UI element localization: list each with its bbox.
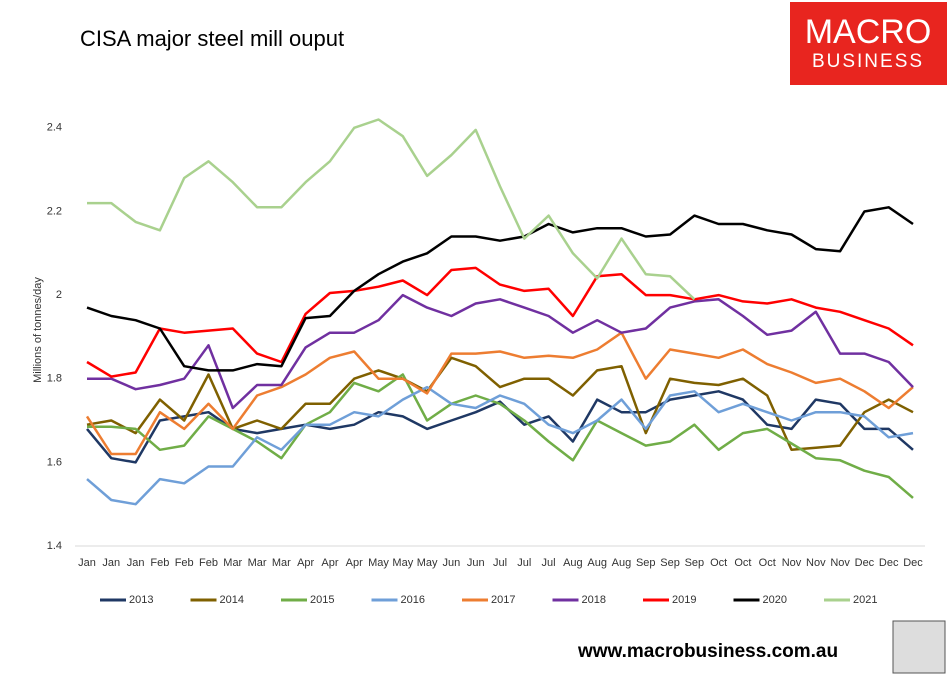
series-line [87, 118, 696, 301]
x-tick-label: May [368, 557, 389, 569]
y-axis-label: Millions of tonnes/day [32, 277, 44, 383]
x-tick-label: Dec [855, 557, 875, 569]
x-tick-label: Aug [563, 557, 583, 569]
series-line [86, 266, 914, 378]
series-line [86, 385, 914, 506]
x-tick-label: Jul [517, 557, 531, 569]
legend-label: 2016 [401, 594, 425, 606]
x-tick-label: Sep [660, 557, 680, 569]
x-tick-label: Jan [102, 557, 120, 569]
x-tick-label: Jul [542, 557, 556, 569]
legend-label: 2021 [853, 594, 877, 606]
footer: www.macrobusiness.com.au [577, 641, 838, 662]
x-tick-label: Jun [467, 557, 485, 569]
x-tick-label: Dec [903, 557, 923, 569]
legend-label: 2013 [129, 594, 153, 606]
series-line [86, 356, 914, 452]
x-tick-label: Mar [223, 557, 242, 569]
x-tick-label: Apr [321, 557, 338, 569]
y-tick-label: 2.2 [47, 205, 62, 217]
legend-label: 2014 [220, 594, 244, 606]
x-tick-label: Apr [297, 557, 314, 569]
legend-label: 2015 [310, 594, 334, 606]
series-line [87, 373, 914, 499]
fox-icon [892, 620, 946, 674]
chart-title: CISA major steel mill ouput [80, 26, 344, 51]
x-tick-label: Oct [759, 557, 776, 569]
x-tick-label: Apr [346, 557, 363, 569]
y-tick-label: 1.6 [47, 456, 62, 468]
x-tick-label: Nov [830, 557, 850, 569]
legend-label: 2019 [672, 594, 696, 606]
x-tick-label: Dec [879, 557, 899, 569]
y-tick-label: 1.8 [47, 373, 62, 385]
x-tick-label: Aug [587, 557, 607, 569]
y-tick-label: 1.4 [47, 540, 62, 552]
x-tick-label: Feb [150, 557, 169, 569]
y-tick-label: 2 [56, 289, 62, 301]
x-tick-label: Oct [710, 557, 727, 569]
y-tick-label: 2.4 [47, 122, 62, 134]
x-tick-label: Jun [443, 557, 461, 569]
legend-label: 2018 [582, 594, 606, 606]
x-tick-label: Mar [248, 557, 267, 569]
legend-label: 2017 [491, 594, 515, 606]
x-tick-label: Jul [493, 557, 507, 569]
series-line [87, 293, 914, 410]
legend-label: 2020 [763, 594, 787, 606]
logo-text: BUSINESS [812, 51, 924, 72]
x-tick-label: May [392, 557, 413, 569]
x-tick-label: Sep [636, 557, 656, 569]
x-tick-label: Oct [734, 557, 751, 569]
x-tick-label: May [417, 557, 438, 569]
x-tick-label: Mar [272, 557, 291, 569]
series-line [86, 206, 914, 372]
series-line [85, 331, 914, 456]
logo-text: MACRO [805, 13, 932, 51]
x-tick-label: Nov [782, 557, 802, 569]
x-tick-label: Feb [199, 557, 218, 569]
x-tick-label: Jan [127, 557, 145, 569]
x-tick-label: Feb [175, 557, 194, 569]
x-tick-label: Sep [685, 557, 705, 569]
logo-box [790, 2, 947, 85]
x-tick-label: Nov [806, 557, 826, 569]
x-tick-label: Jan [78, 557, 96, 569]
x-tick-label: Aug [612, 557, 632, 569]
